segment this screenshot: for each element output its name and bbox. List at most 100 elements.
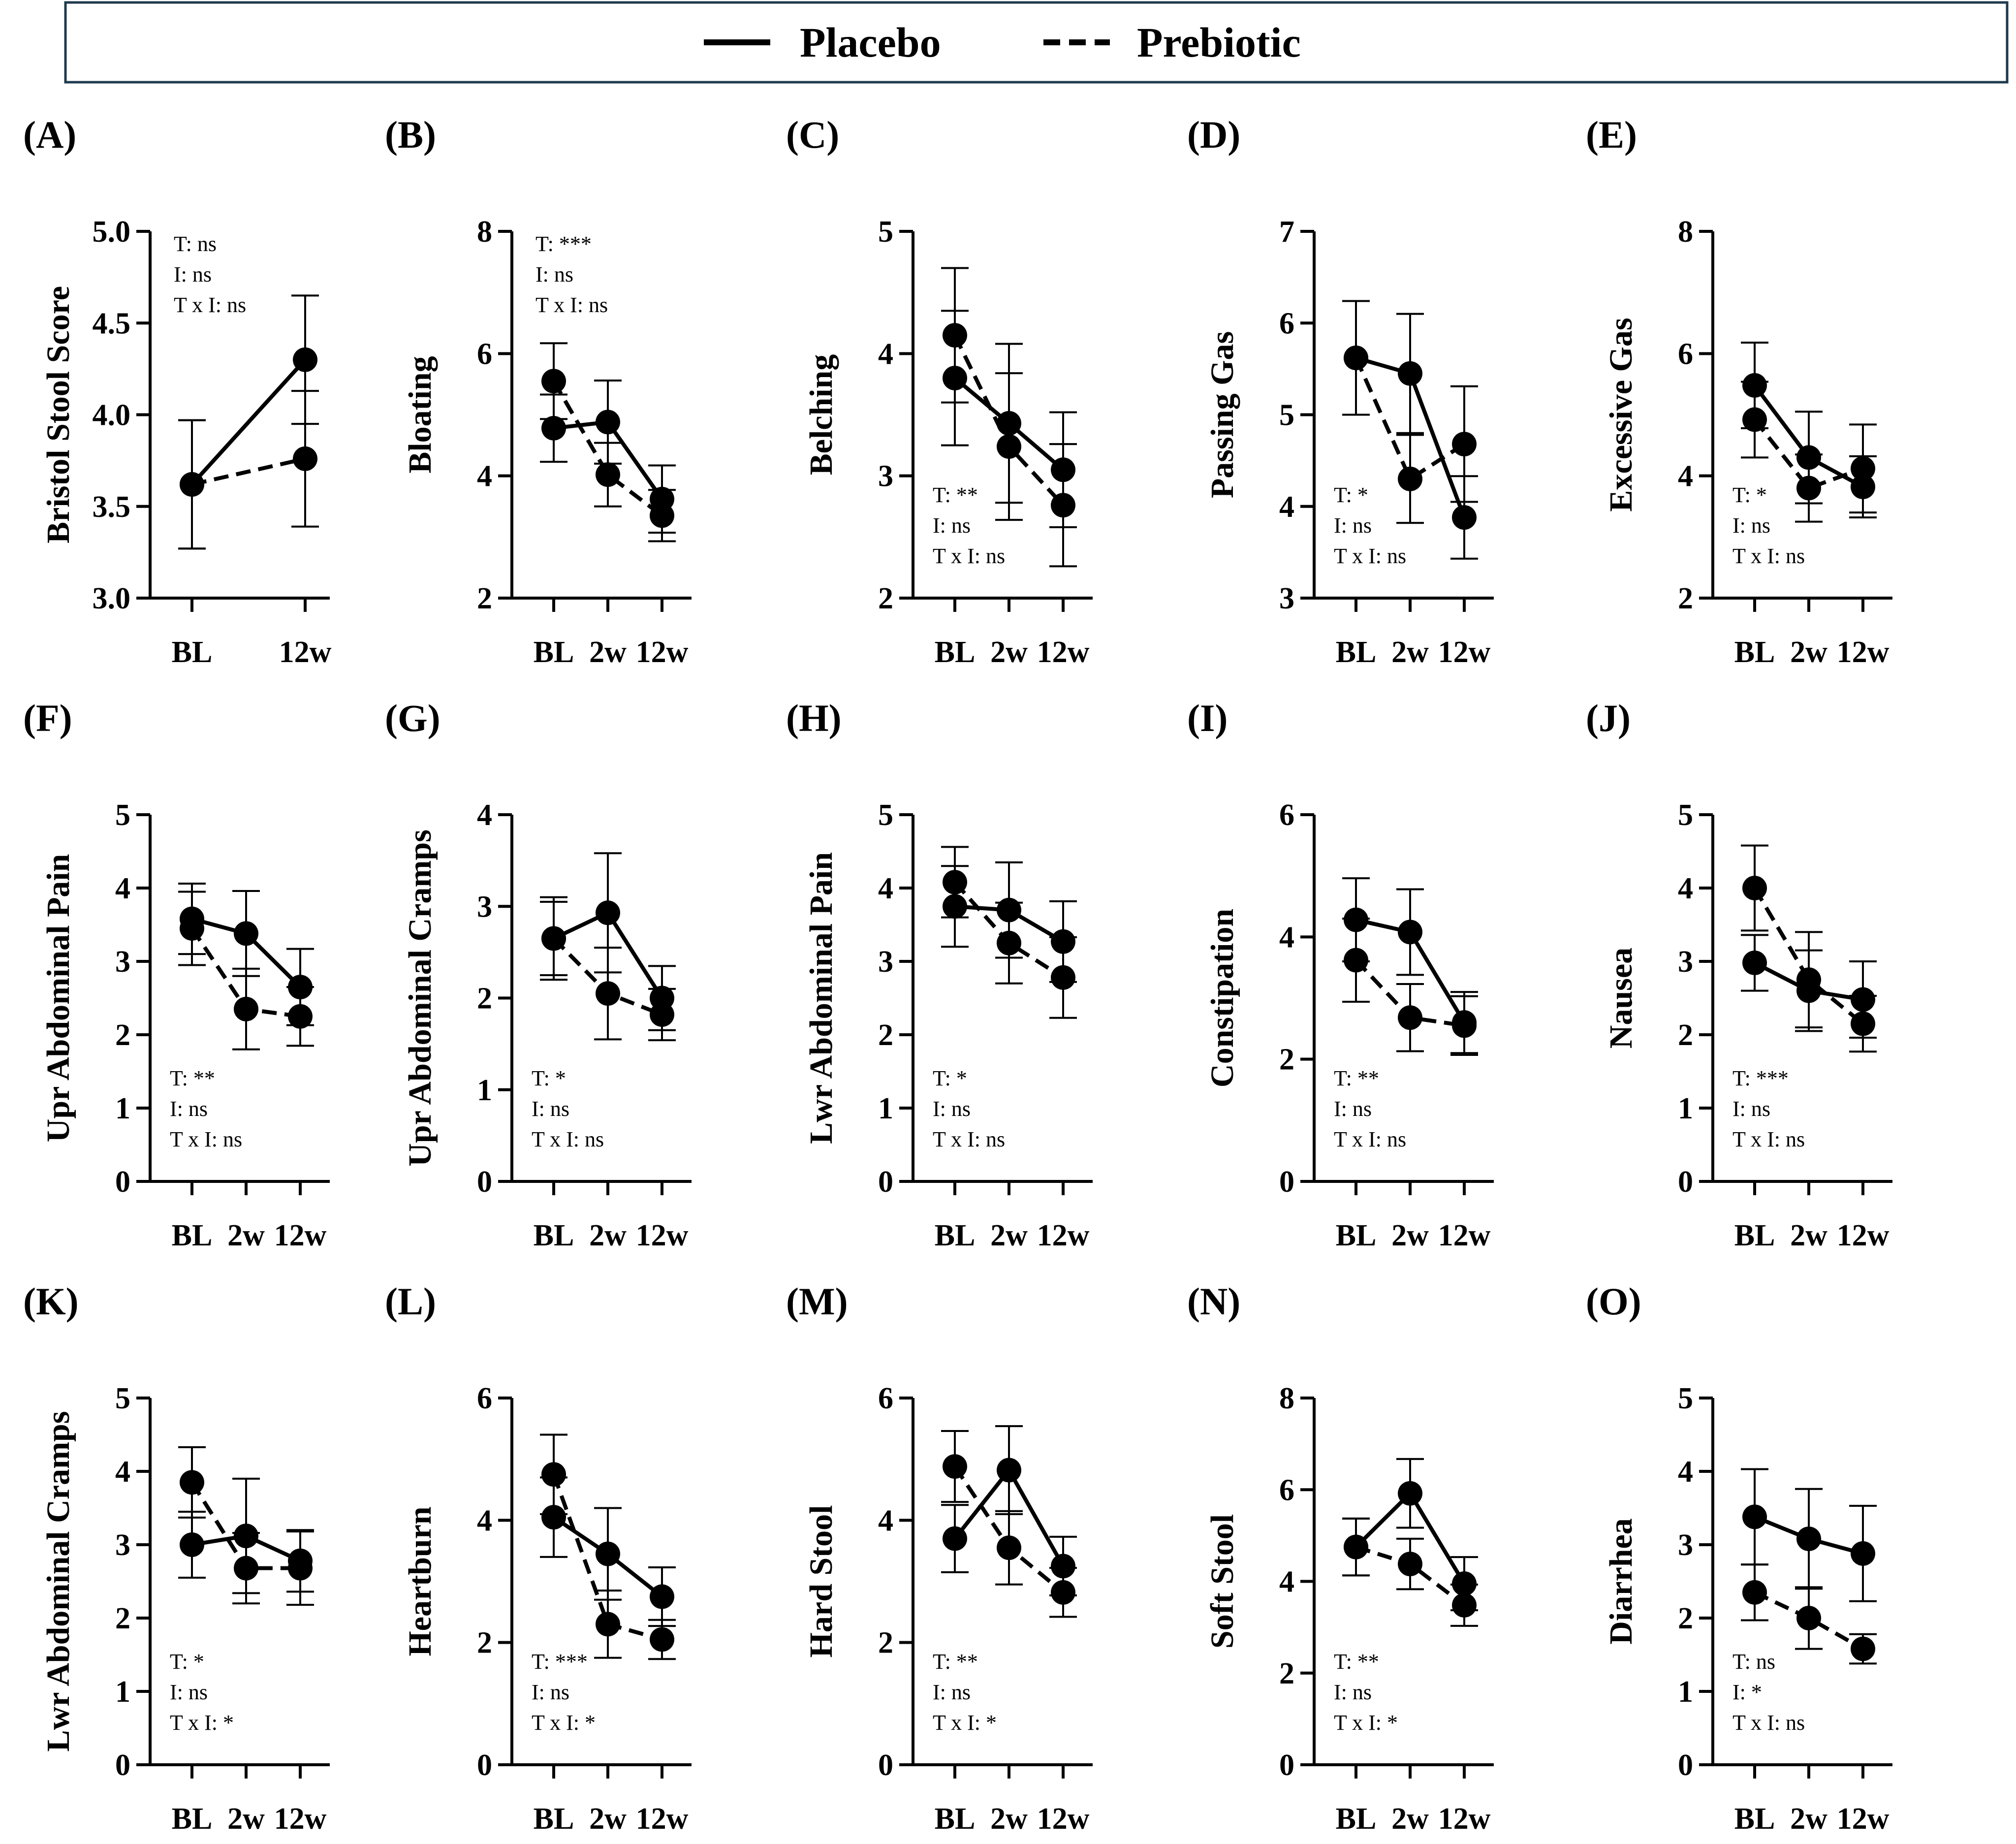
data-point-placebo: [1051, 1554, 1075, 1579]
panel-k: (K) Lwr Abdominal Cramps 0 1 2 3 4 5 BL 2w 12w T: *…: [23, 1280, 330, 1836]
data-point-prebiotic: [1796, 476, 1821, 501]
stat-annotation: T: *: [532, 1066, 566, 1090]
x-tick-label: BL: [935, 636, 976, 669]
stat-annotation: T x I: ns: [170, 1127, 242, 1151]
y-axis-label: Hard Stool: [803, 1505, 839, 1658]
data-point-placebo: [1742, 950, 1767, 975]
data-point-prebiotic: [180, 1470, 204, 1495]
data-point-prebiotic: [541, 369, 566, 394]
data-point-prebiotic: [293, 446, 317, 471]
data-point-prebiotic: [1452, 432, 1477, 457]
x-tick-label: 2w: [990, 1802, 1028, 1836]
y-tick-label: 0: [1279, 1749, 1294, 1782]
y-tick-label: 4: [115, 1455, 130, 1489]
panel-m: (M) Hard Stool 0 2 4 6 BL 2w 12w T: ** I: ns T x I:…: [786, 1280, 1093, 1836]
y-tick-label: 5: [1678, 798, 1693, 832]
x-tick-label: 2w: [1391, 636, 1429, 669]
stat-annotation: T: **: [933, 483, 978, 507]
data-point-placebo: [650, 1584, 674, 1609]
data-point-prebiotic: [1742, 1580, 1767, 1605]
y-tick-label: 6: [477, 337, 492, 371]
stat-annotation: I: ns: [170, 1097, 208, 1121]
x-tick-label: 2w: [1391, 1219, 1429, 1252]
stat-annotation: I: ns: [532, 1680, 569, 1704]
y-tick-label: 3: [878, 945, 893, 979]
y-axis-label: Diarrhea: [1603, 1518, 1639, 1645]
stat-annotation: T x I: *: [933, 1711, 997, 1735]
stat-annotation: T x I: ns: [1732, 544, 1805, 568]
stat-annotation: T: *: [1334, 483, 1368, 507]
x-tick-label: BL: [534, 636, 574, 669]
panel-c: (C) Belching 2 3 4 5 BL 2w 12w T: ** I: ns T x I: n…: [786, 113, 1093, 669]
series-line-prebiotic: [552, 380, 663, 517]
y-tick-label: 2: [1678, 582, 1693, 615]
stat-annotation: T: ***: [1732, 1066, 1789, 1090]
data-point-placebo: [180, 1532, 204, 1557]
stat-annotation: T x I: ns: [933, 544, 1005, 568]
stat-annotation: I: ns: [933, 513, 971, 538]
y-tick-label: 4: [477, 1504, 492, 1537]
x-tick-label: 12w: [279, 636, 332, 669]
y-tick-label: 0: [1678, 1165, 1693, 1199]
x-tick-label: BL: [172, 1219, 213, 1252]
x-tick-label: 2w: [227, 1802, 265, 1836]
stat-annotation: T: **: [170, 1066, 215, 1090]
data-point-prebiotic: [1851, 1011, 1875, 1036]
stat-annotation: T x I: ns: [174, 293, 246, 317]
stat-annotation: T: **: [1334, 1066, 1379, 1090]
x-tick-label: 2w: [990, 1219, 1028, 1252]
y-tick-label: 5: [115, 798, 130, 832]
panel-e: (E) Excessive Gas 2 4 6 8 BL 2w 12w T: * I: ns T x …: [1586, 113, 1892, 669]
y-axis-label: Nausea: [1603, 948, 1639, 1049]
y-tick-label: 5: [115, 1382, 130, 1415]
y-tick-label: 2: [477, 582, 492, 615]
data-point-prebiotic: [180, 472, 204, 497]
x-tick-label: 12w: [1037, 636, 1090, 669]
x-tick-label: 2w: [1790, 1219, 1827, 1252]
stat-annotation: I: ns: [933, 1680, 971, 1704]
data-point-prebiotic: [596, 462, 620, 487]
x-tick-label: 12w: [636, 1802, 689, 1836]
series-line-prebiotic: [1753, 887, 1864, 1025]
panel-letter: (D): [1187, 113, 1240, 156]
data-point-placebo: [1398, 920, 1422, 945]
data-point-prebiotic: [1344, 346, 1368, 371]
stat-annotation: T: *: [1732, 483, 1767, 507]
stat-annotation: T x I: ns: [1334, 1127, 1406, 1151]
x-tick-label: 12w: [1837, 636, 1890, 669]
data-point-placebo: [596, 900, 620, 925]
panel-n: (N) Soft Stool 0 2 4 6 8 BL 2w 12w T: ** I: ns T x I…: [1187, 1280, 1494, 1836]
x-tick-label: 12w: [1037, 1802, 1090, 1836]
stat-annotation: T x I: ns: [933, 1127, 1005, 1151]
x-tick-label: 12w: [1438, 1219, 1491, 1252]
stat-annotation: T: **: [1334, 1650, 1379, 1674]
x-tick-label: BL: [534, 1219, 574, 1252]
y-tick-label: 6: [477, 1382, 492, 1415]
series-line-prebiotic: [191, 456, 306, 486]
stat-annotation: I: ns: [536, 262, 573, 286]
data-point-prebiotic: [1398, 1552, 1422, 1577]
y-tick-label: 4: [1279, 1565, 1294, 1599]
data-point-prebiotic: [1851, 1636, 1875, 1661]
y-tick-label: 2: [477, 982, 492, 1016]
x-tick-label: 2w: [990, 636, 1028, 669]
stat-annotation: T: **: [933, 1650, 978, 1674]
y-tick-label: 3: [878, 460, 893, 493]
y-tick-label: 0: [878, 1749, 893, 1782]
panel-letter: (C): [786, 113, 839, 156]
stat-annotation: T: ns: [1732, 1650, 1775, 1674]
panel-a: (A) Bristol Stool Score 3.0 3.5 4.0 4.5 5.0 BL 1…: [23, 113, 332, 669]
y-tick-label: 3: [1678, 945, 1693, 979]
panel-d: (D) Passing Gas 3 4 5 6 7 BL 2w 12w T: * I: ns T x I…: [1187, 113, 1494, 669]
y-tick-label: 4: [477, 798, 492, 832]
panel-i: (I) Constipation 0 2 4 6 BL 2w 12w T: ** I: ns T x …: [1187, 697, 1494, 1252]
stat-annotation: T: ***: [532, 1650, 588, 1674]
y-tick-label: 4: [1279, 921, 1294, 954]
x-tick-label: BL: [1734, 1802, 1775, 1836]
data-point-placebo: [541, 1505, 566, 1530]
x-tick-label: BL: [1336, 636, 1377, 669]
legend-box: [64, 1, 2009, 84]
y-tick-label: 2: [878, 1626, 893, 1660]
data-point-prebiotic: [943, 870, 967, 895]
y-axis-label: Constipation: [1204, 909, 1240, 1087]
